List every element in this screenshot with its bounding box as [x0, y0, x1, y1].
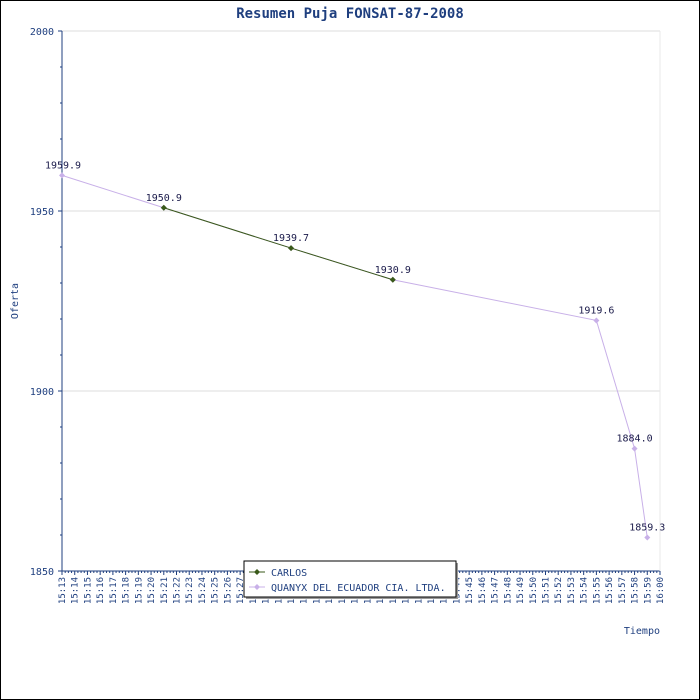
x-tick-label: 15:15 [83, 577, 93, 604]
plot-area [62, 31, 660, 571]
legend-marker [254, 584, 260, 590]
x-tick-label: 15:59 [643, 577, 653, 604]
y-tick-label: 1850 [30, 567, 54, 578]
legend-label: CARLOS [271, 568, 307, 579]
x-tick-label: 15:55 [592, 577, 602, 604]
x-tick-label: 15:16 [96, 577, 106, 604]
x-tick-label: 15:52 [554, 577, 564, 604]
x-tick-label: 15:19 [134, 577, 144, 604]
y-tick-label: 1900 [30, 387, 54, 398]
data-point [288, 245, 295, 252]
legend-box [243, 560, 457, 598]
legend-marker [254, 569, 260, 575]
data-label: 1939.7 [273, 233, 309, 244]
x-tick-label: 15:45 [465, 577, 475, 604]
data-labels: 1959.9 1950.9 1939.7 1930.9 1919.6 1884.0 1859… [45, 160, 665, 533]
x-tick-label: 15:26 [223, 577, 233, 604]
x-tick-label: 15:27 [236, 577, 246, 604]
data-point [631, 445, 638, 452]
x-tick-label: 15:53 [567, 577, 577, 604]
legend-item: QUANYX DEL ECUADOR CIA. LTDA. [249, 583, 446, 594]
x-tick-label: 15:50 [529, 577, 539, 604]
data-label: 1959.9 [45, 160, 81, 171]
data-label: 1919.6 [578, 305, 614, 316]
data-label: 1884.0 [616, 434, 652, 445]
data-label: 1930.9 [375, 265, 411, 276]
x-tick-label: 15:14 [71, 577, 81, 604]
x-tick-label: 15:54 [580, 577, 590, 604]
y-tick-labels: 1850 1900 1950 2000 [30, 27, 54, 578]
x-tick-label: 15:48 [503, 577, 513, 604]
x-tick-label: 15:47 [491, 577, 501, 604]
x-tick-label: 16:00 [656, 577, 666, 604]
x-axis-label: Tiempo [624, 626, 660, 637]
x-tick-label: 15:24 [198, 577, 208, 604]
series-layer [59, 172, 651, 541]
data-point [59, 172, 65, 179]
legend: CARLOS QUANYX DEL ECUADOR CIA. LTDA. [243, 560, 458, 599]
x-tick-label: 15:51 [541, 577, 551, 604]
x-tick-label: 15:18 [122, 577, 132, 604]
y-axis-label: Oferta [10, 283, 21, 319]
x-tick-label: 15:56 [605, 577, 615, 604]
x-tick-label: 15:20 [147, 577, 157, 604]
y-tick-label: 1950 [30, 207, 54, 218]
legend-label: QUANYX DEL ECUADOR CIA. LTDA. [271, 583, 446, 594]
data-point [593, 317, 600, 324]
x-tick-label: 15:23 [185, 577, 195, 604]
x-tick-label: 15:46 [478, 577, 488, 604]
x-tick-label: 15:49 [516, 577, 526, 604]
legend-item: CARLOS [249, 568, 307, 579]
x-tick-label: 15:21 [160, 577, 170, 604]
series-carlos [160, 204, 396, 283]
x-tick-label: 15:25 [211, 577, 221, 604]
x-tick-label: 15:17 [109, 577, 119, 604]
data-label: 1950.9 [146, 193, 182, 204]
x-tick-label: 15:57 [618, 577, 628, 604]
data-point [160, 204, 167, 211]
x-tick-label: 15:22 [173, 577, 183, 604]
x-tick-label: 15:13 [58, 577, 68, 604]
chart-title: Resumen Puja FONSAT-87-2008 [236, 6, 464, 22]
data-point [389, 276, 396, 283]
data-point [644, 534, 651, 541]
data-label: 1859.3 [629, 523, 665, 534]
x-tick-label: 15:58 [631, 577, 641, 604]
y-tick-label: 2000 [30, 27, 54, 38]
gridlines [62, 30, 660, 392]
